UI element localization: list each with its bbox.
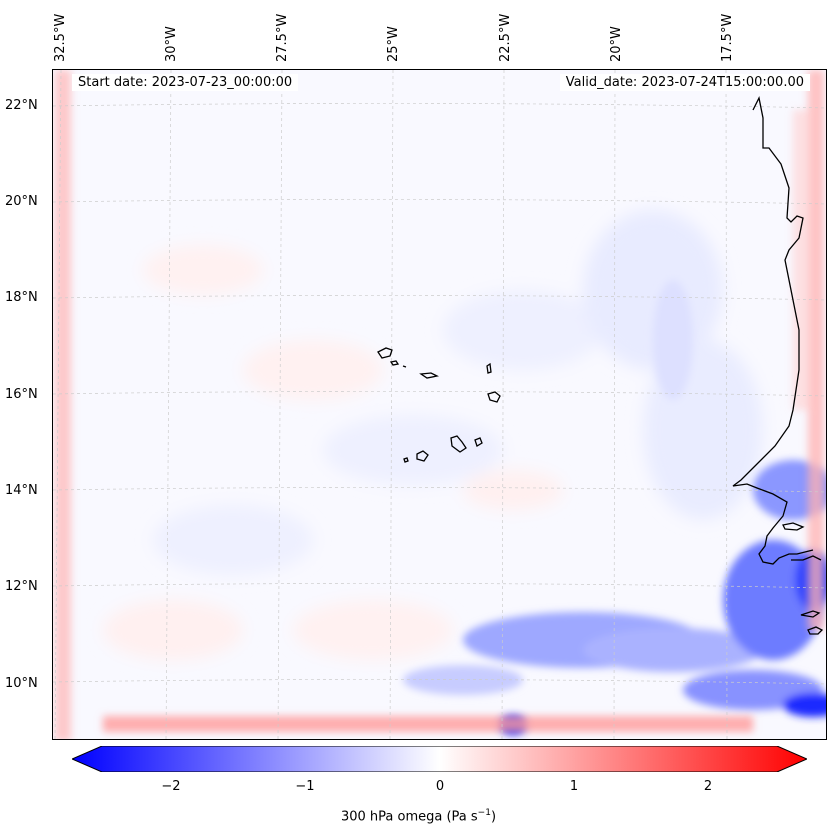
lon-label-22-5w: 22.5°W: [498, 13, 513, 62]
lat-label-14n: 14°N: [5, 483, 38, 498]
colorbar-label: 300 hPa omega (Pa s−1): [0, 808, 837, 824]
colorbar-tick-2: 2: [703, 779, 713, 794]
colorbar-label-main: 300 hPa omega (Pa s: [340, 809, 478, 825]
valid-date-label: Valid_date: 2023-07-24T15:00:00.00: [559, 74, 810, 91]
african-coastline: [732, 96, 824, 635]
colorbar-tick-minus2: −2: [161, 779, 181, 794]
cape-verde-islands: [377, 347, 501, 463]
lon-label-32-5w: 32.5°W: [53, 13, 68, 62]
colorbar-label-end: ): [490, 809, 497, 825]
start-date-label: Start date: 2023-07-23_00:00:00: [72, 74, 299, 91]
lat-label-18n: 18°N: [5, 290, 38, 305]
colorbar-tick-0: 0: [435, 779, 445, 794]
map-canvas: [53, 70, 826, 739]
lon-label-30w: 30°W: [164, 26, 179, 62]
lat-label-16n: 16°N: [5, 387, 38, 402]
lon-label-25w: 25°W: [386, 26, 401, 62]
boundary-bands: [55, 70, 824, 739]
colorbar-tick-minus1: −1: [295, 779, 315, 794]
lat-label-10n: 10°N: [5, 676, 38, 691]
lat-label-20n: 20°N: [5, 194, 38, 209]
lon-label-17-5w: 17.5°W: [720, 13, 735, 62]
colorbar: [72, 746, 807, 772]
blue-band: [403, 280, 826, 735]
lat-label-12n: 12°N: [5, 579, 38, 594]
omega-map: [52, 69, 827, 740]
colorbar-tick-1: 1: [569, 779, 579, 794]
lat-label-22n: 22°N: [5, 98, 38, 113]
lon-label-27-5w: 27.5°W: [275, 13, 290, 62]
graticule: [53, 70, 826, 739]
lon-label-20w: 20°W: [609, 26, 624, 62]
colorbar-label-sup: −1: [477, 808, 491, 818]
